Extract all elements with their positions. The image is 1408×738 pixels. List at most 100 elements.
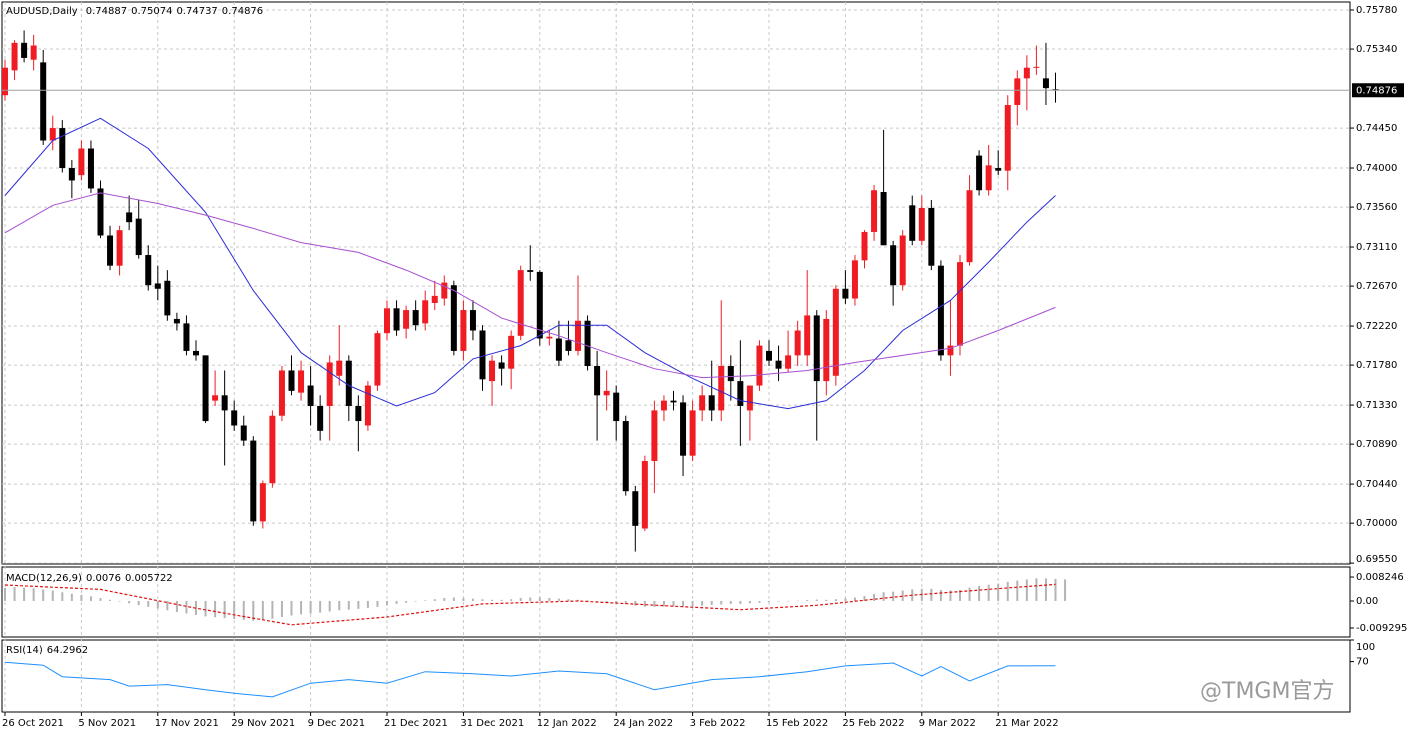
macd-bar [959,589,961,601]
y-tick-label: 0.75780 [1356,5,1397,16]
candle-body [87,148,94,189]
candle-body [909,205,916,241]
y-tick-label: 0.72220 [1356,321,1397,332]
candle-body [746,385,753,411]
candle-body [699,395,706,411]
candle-body [603,390,610,396]
macd-bar [118,600,121,602]
candle-body [183,323,190,351]
macd-bar [405,600,408,603]
macd-bar [643,600,646,607]
x-tick-label: 25 Feb 2022 [842,718,904,729]
candle-body [30,45,37,60]
candle-body [508,335,515,369]
candle-body [1014,78,1021,105]
candle-body [59,128,66,169]
candle-body [622,421,629,492]
macd-bar [930,588,933,601]
candle-body [21,42,28,58]
macd-bar [233,600,236,619]
y-tick-label: 0.75340 [1356,44,1397,55]
candle-body [412,310,419,326]
candle-body [985,165,992,191]
candle-body [871,190,878,232]
macd-bar [787,600,790,602]
candle-body [613,392,620,422]
macd-bar [376,600,379,607]
macd-bar [51,590,54,601]
macd-bar [510,599,513,601]
macd-bar [710,600,713,606]
candle-body [957,262,963,346]
candle-body [374,333,381,386]
macd-bar [109,599,112,601]
watermark: @TMGM官方 [1200,679,1334,704]
candle-body [632,491,639,526]
macd-bar [873,594,876,601]
rsi-line [4,661,1056,698]
y-tick-label: 0.70000 [1356,518,1397,529]
macd-bar [672,600,675,607]
macd-bar [519,598,522,601]
candle-body [145,255,152,286]
candle-body [1023,67,1030,79]
y-tick-label: 0.73110 [1356,242,1397,253]
candle-body [240,425,247,441]
macd-bar [548,598,551,601]
x-tick-label: 21 Mar 2022 [995,718,1058,729]
macd-bar [1035,578,1038,601]
macd-bar [137,600,140,606]
macd-bar [89,596,92,601]
candle-body [804,315,811,356]
high-value: 0.75074 [131,6,172,17]
rsi-title: RSI(14) [6,645,43,656]
y-tick-label: 0.70890 [1356,439,1397,450]
candle-body [326,362,333,406]
open-value: 0.74887 [86,6,127,17]
macd-bar [280,600,283,617]
candle-body [269,415,276,484]
macd-bar [682,600,685,607]
macd-bar [796,600,799,602]
signal-line [4,583,1056,626]
macd-bar [882,592,885,601]
macd-bar [338,600,341,611]
macd-panel [1,566,1351,638]
macd-bar [586,600,589,601]
macd-bar [166,600,169,611]
y-tick-label: 0.74000 [1356,163,1397,174]
macd-bar [433,599,436,601]
candle-body [2,67,8,96]
candle-body [708,395,715,411]
candle-body [899,235,906,286]
macd-bar [386,600,388,606]
macd-value: 0.0076 [86,573,121,584]
x-tick-label: 21 Dec 2021 [384,718,448,729]
macd-bar [300,600,303,615]
macd-bar [978,585,981,601]
signal-value: 0.005722 [125,573,173,584]
candle-body [422,300,429,324]
candle-body [288,370,295,391]
candle-body [78,148,85,176]
macd-bar [319,600,322,613]
current-price-label: 0.74876 [1356,85,1397,96]
macd-bar [605,600,608,602]
candle-body [775,360,782,369]
candle-body [737,381,744,406]
macd-bar [223,600,226,619]
candle-body [298,370,305,393]
macd-bar [328,600,331,612]
plot: 0.75780 0.75340 0.74450 0.74000 0.73560 0.731… [2,5,1407,729]
candle-body [536,271,543,339]
macd-bar [901,590,904,601]
candle-body [460,310,467,351]
macd-bar [443,598,446,601]
macd-bar [777,600,780,602]
macd-bar [424,600,427,601]
macd-bar [481,599,484,601]
macd-bar [366,600,369,608]
macd-bar [634,600,637,606]
candle-body [384,308,390,334]
macd-bar [347,600,350,610]
